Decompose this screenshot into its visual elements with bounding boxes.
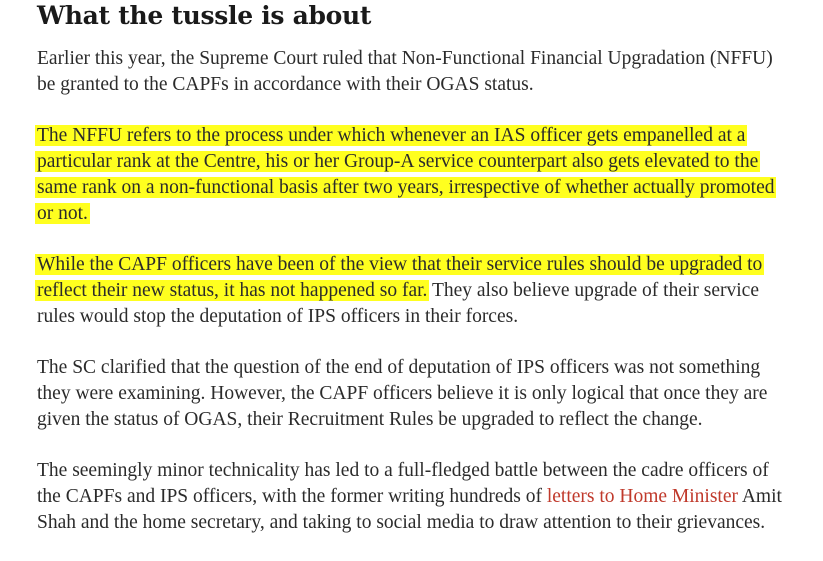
text-line: given the status of OGAS, their Recruitm… — [37, 409, 703, 430]
paragraph-sc-clarification: The SC clarified that the question of th… — [37, 355, 823, 433]
text-line: or not. — [37, 201, 823, 227]
text-line: same rank on a non-functional basis afte… — [37, 175, 823, 201]
text-line: particular rank at the Centre, his or he… — [37, 149, 823, 175]
text-line: Shah and the home secretary, and taking … — [37, 512, 766, 533]
text-line: While the CAPF officers have been of the… — [37, 252, 823, 278]
highlighted-text: While the CAPF officers have been of the… — [37, 254, 763, 275]
text-segment: the CAPFs and IPS officers, with the for… — [37, 486, 547, 507]
text-segment: They also believe upgrade of their servi… — [427, 280, 759, 301]
paragraph-ruling: Earlier this year, the Supreme Court rul… — [37, 46, 823, 98]
text-line: reflect their new status, it has not hap… — [37, 278, 823, 304]
text-line: the CAPFs and IPS officers, with the for… — [37, 484, 823, 510]
text-line: The seemingly minor technicality has led… — [37, 460, 769, 481]
text-line: Earlier this year, the Supreme Court rul… — [37, 48, 773, 69]
letters-to-home-minister-link[interactable]: letters to Home Minister — [546, 486, 739, 507]
text-line: The NFFU refers to the process under whi… — [37, 123, 823, 149]
text-segment: Amit — [738, 486, 782, 507]
text-line: The SC clarified that the question of th… — [37, 357, 761, 378]
highlighted-text: or not. — [37, 203, 88, 224]
article-body: What the tussle is about Earlier this ye… — [37, 0, 823, 561]
highlighted-text: The NFFU refers to the process under whi… — [37, 125, 746, 146]
text-line: they were examining. However, the CAPF o… — [37, 383, 768, 404]
paragraph-battle: The seemingly minor technicality has led… — [37, 458, 823, 536]
highlighted-text: reflect their new status, it has not hap… — [37, 280, 428, 301]
text-line: rules would stop the deputation of IPS o… — [37, 306, 519, 327]
paragraph-nffu-definition: The NFFU refers to the process under whi… — [37, 123, 823, 227]
section-heading: What the tussle is about — [37, 1, 372, 30]
highlighted-text: particular rank at the Centre, his or he… — [37, 151, 759, 172]
paragraph-capf-view: While the CAPF officers have been of the… — [37, 252, 823, 330]
highlighted-text: same rank on a non-functional basis afte… — [37, 177, 775, 198]
text-line: be granted to the CAPFs in accordance wi… — [37, 74, 534, 95]
